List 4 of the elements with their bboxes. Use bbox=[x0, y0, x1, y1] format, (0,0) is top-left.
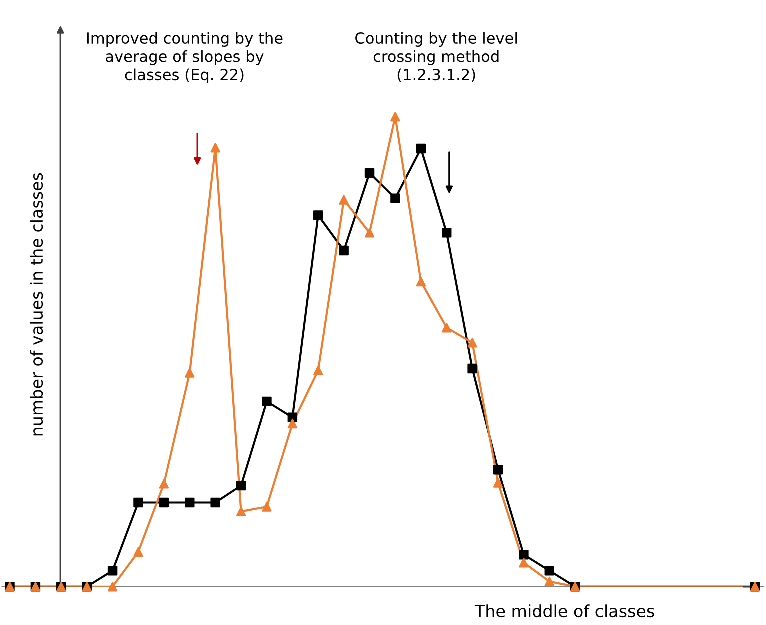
y-axis-title: number of values in the classes bbox=[30, 173, 44, 436]
text: Counting by the level crossing method (1.2.3.1.2) bbox=[356, 32, 517, 82]
x-axis-title: The middle of classes bbox=[474, 604, 654, 618]
text: Improved counting by the average of slopes by classes (Eq. 22) bbox=[87, 32, 283, 84]
